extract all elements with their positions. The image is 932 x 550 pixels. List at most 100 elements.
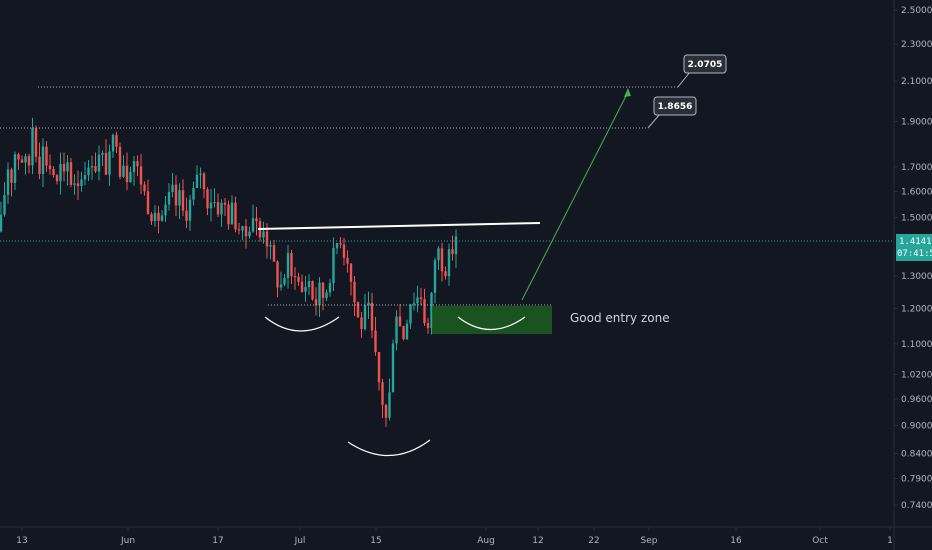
countdown-label: 07:41:59 — [897, 249, 932, 259]
x-tick-label: 22 — [588, 536, 599, 546]
callout-1.8656-text: 1.8656 — [658, 102, 693, 112]
x-tick-label: 12 — [532, 536, 543, 546]
candle-body — [94, 166, 97, 172]
y-tick-label: 0.9600 — [901, 395, 932, 405]
y-tick-label: 2.3000 — [901, 40, 932, 50]
candle-body — [409, 304, 412, 324]
candle-body — [153, 212, 157, 222]
candle-body — [10, 169, 13, 183]
candle-body — [202, 173, 206, 190]
candle-body — [146, 191, 150, 215]
candle-body — [90, 166, 94, 168]
candle-body — [223, 202, 227, 205]
candle-body — [41, 146, 45, 174]
y-tick-label: 0.7400 — [901, 501, 932, 511]
target-arrow-line[interactable] — [521, 91, 629, 301]
candle-body — [34, 127, 38, 157]
candle-body — [391, 343, 395, 393]
candle-body — [234, 202, 237, 230]
callout-2.0705[interactable]: 2.0705 — [677, 54, 727, 88]
candle-body — [101, 152, 104, 155]
candle-body — [423, 299, 426, 324]
candle-body — [174, 184, 178, 206]
candle-body — [6, 169, 10, 195]
candle-body — [444, 271, 447, 277]
candle-body — [199, 173, 202, 175]
candle-body — [171, 184, 174, 192]
candle-body — [353, 281, 356, 303]
left-shoulder-arc[interactable] — [264, 316, 340, 332]
candle-body — [346, 257, 349, 264]
candle-body — [402, 326, 405, 340]
candle-body — [167, 191, 171, 205]
candle-body — [290, 253, 293, 277]
x-tick-label: 16 — [730, 536, 742, 546]
candle-body — [370, 302, 374, 331]
candle-body — [31, 127, 34, 166]
candle-body — [118, 146, 122, 177]
y-tick-label: 2.5000 — [901, 6, 932, 16]
candle-body — [188, 199, 192, 221]
candle-body — [230, 202, 234, 225]
candle-body — [300, 281, 304, 292]
candle-body — [59, 163, 62, 182]
x-tick-label: 15 — [370, 536, 381, 546]
horizontal-levels — [0, 86, 894, 242]
right-shoulder-arc[interactable] — [457, 316, 526, 330]
candle-body — [395, 316, 398, 344]
candle-body — [314, 299, 318, 306]
candle-body — [241, 226, 244, 231]
candle-body — [339, 243, 342, 245]
candle-body — [104, 152, 108, 175]
candle-body — [286, 253, 290, 278]
head-arc[interactable] — [347, 439, 431, 457]
x-tick-label: 1 — [887, 536, 893, 546]
candle-body — [115, 134, 118, 147]
time-axis[interactable]: 13 Jun 17 Jul 15 Aug 12 22 Sep 16 Oct 1 — [16, 527, 893, 546]
candle-body — [311, 281, 314, 300]
candle-body — [150, 214, 153, 222]
neckline[interactable] — [257, 222, 541, 230]
candle-body — [83, 175, 87, 180]
candle-body — [97, 154, 101, 172]
x-tick-label: Jun — [120, 536, 135, 546]
candle-body — [69, 162, 73, 185]
candle-body — [20, 159, 24, 163]
price-axis[interactable]: 2.5000 2.3000 2.1000 1.9000 1.7000 1.6000 1.50… — [894, 6, 932, 511]
candle-body — [45, 146, 48, 166]
candlesticks — [0, 117, 458, 427]
candle-body — [437, 248, 440, 261]
candle-body — [335, 243, 339, 249]
candle-body — [66, 162, 69, 172]
candle-body — [143, 184, 146, 192]
candle-body — [80, 179, 83, 186]
y-tick-label: 1.3000 — [901, 272, 932, 282]
candle-body — [13, 154, 17, 183]
y-tick-label: 1.2000 — [901, 304, 932, 314]
y-tick-label: 1.7000 — [901, 163, 932, 173]
candle-body — [129, 171, 132, 182]
candle-body — [178, 190, 181, 206]
level-callouts: 2.0705 1.8656 — [647, 54, 727, 129]
candle-body — [433, 260, 437, 293]
candle-body — [213, 202, 216, 204]
candle-body — [139, 166, 143, 185]
candle-body — [87, 167, 90, 176]
candle-body — [251, 218, 255, 232]
candle-body — [132, 161, 136, 172]
candle-body — [377, 352, 381, 383]
candle-body — [272, 245, 276, 262]
candle-body — [55, 175, 59, 182]
y-tick-label: 0.8400 — [901, 449, 932, 459]
candle-body — [164, 204, 167, 216]
candle-body — [38, 156, 41, 174]
candle-body — [24, 156, 27, 163]
candle-body — [412, 303, 416, 305]
candle-body — [181, 190, 185, 211]
candle-body — [279, 284, 283, 288]
candle-body — [276, 261, 279, 288]
callout-1.8656[interactable]: 1.8656 — [647, 96, 697, 129]
y-tick-label: 2.1000 — [901, 77, 932, 87]
